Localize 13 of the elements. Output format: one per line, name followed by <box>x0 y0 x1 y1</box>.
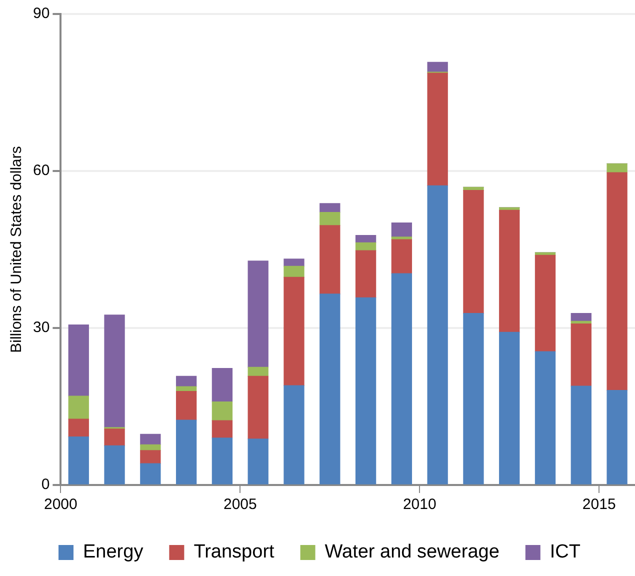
x-tick-label: 2005 <box>223 496 257 514</box>
y-tick-label: 90 <box>32 5 50 22</box>
y-tick-label: 30 <box>32 319 50 336</box>
legend-label: Water and sewerage <box>324 542 500 563</box>
legend-label: Transport <box>194 542 276 563</box>
x-tick-label: 2015 <box>582 496 616 514</box>
y-tick-label: 0 <box>41 476 50 494</box>
y-axis-title: Billions of United States dollars <box>8 146 26 353</box>
x-tick-label: 2010 <box>402 496 436 514</box>
legend-label: ICT <box>550 542 581 563</box>
y-tick-label: 60 <box>32 162 50 180</box>
legend-label: Energy <box>82 542 144 563</box>
x-tick-label: 2000 <box>44 496 78 514</box>
